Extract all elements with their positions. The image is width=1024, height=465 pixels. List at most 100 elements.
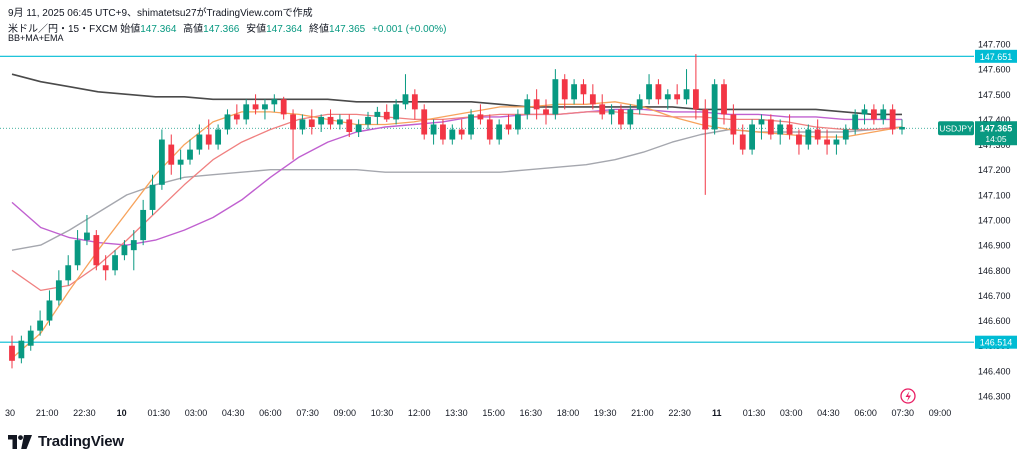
candle-body xyxy=(140,209,147,241)
candle-body xyxy=(233,114,240,120)
hline-price-tag xyxy=(975,49,1017,63)
candle-body xyxy=(552,79,559,115)
candle-body xyxy=(627,109,634,125)
hline-price-label: 147.651 xyxy=(980,52,1013,62)
candle-body xyxy=(599,104,606,115)
price-tick-label: 146.900 xyxy=(978,241,1011,251)
price-tick-label: 146.300 xyxy=(978,392,1011,402)
time-tick-label: 13:30 xyxy=(445,408,468,418)
candle-body xyxy=(130,240,137,251)
time-tick-label: 06:00 xyxy=(259,408,282,418)
time-tick-label: 03:00 xyxy=(780,408,803,418)
candle-body xyxy=(861,109,868,115)
time-tick-label: 12:00 xyxy=(408,408,431,418)
candle-body xyxy=(327,116,334,125)
candle-body xyxy=(833,139,840,145)
candle-body xyxy=(252,104,259,110)
open-value: 147.364 xyxy=(140,24,177,35)
price-tick-label: 147.700 xyxy=(978,40,1011,50)
hline-price-tag xyxy=(975,335,1017,349)
candle-body xyxy=(702,109,709,130)
low-value: 147.364 xyxy=(266,24,303,35)
candle-body xyxy=(84,232,90,241)
price-tick-label: 147.000 xyxy=(978,216,1011,226)
candle-body xyxy=(749,124,756,150)
high-label: 高値 xyxy=(183,24,204,35)
symbol-label[interactable]: 米ドル／円・15・FXCM xyxy=(8,24,118,35)
symbol-tag xyxy=(938,121,974,136)
price-tick-label: 146.600 xyxy=(978,316,1011,326)
candle-body xyxy=(383,111,390,120)
ema-line xyxy=(11,108,902,246)
candle-body xyxy=(711,84,718,130)
time-tick-label: 09:00 xyxy=(929,408,952,418)
candle-body xyxy=(196,134,203,150)
candle-body xyxy=(646,84,652,100)
candle-body xyxy=(870,109,877,120)
candle-body xyxy=(355,124,362,132)
symbol-tag-label: USDJPY xyxy=(939,124,973,134)
candle-body xyxy=(824,139,830,145)
candle-body xyxy=(336,119,343,125)
candle-body xyxy=(205,134,212,145)
change-value: +0.001 (+0.00%) xyxy=(371,24,447,35)
candle-body xyxy=(533,99,540,110)
candle-body xyxy=(468,114,474,135)
price-tick-label: 147.200 xyxy=(978,165,1011,175)
candles xyxy=(9,54,905,369)
time-tick-label: 07:30 xyxy=(892,408,915,418)
candle-body xyxy=(580,84,587,95)
candle-body xyxy=(374,111,381,117)
candle-body xyxy=(636,99,643,110)
candle-body xyxy=(421,109,428,135)
candle-body xyxy=(243,104,250,120)
time-tick-label: 01:30 xyxy=(743,408,766,418)
time-tick-label: 11 xyxy=(712,408,722,418)
candle-body xyxy=(318,116,325,125)
tradingview-logo[interactable]: TradingView xyxy=(8,433,124,450)
candle-body xyxy=(805,129,812,145)
time-tick-label: 10 xyxy=(117,408,127,418)
price-tick-label: 147.400 xyxy=(978,115,1011,125)
candle-body xyxy=(449,129,456,140)
replay-lightning-icon[interactable] xyxy=(900,388,916,404)
horizontal-lines[interactable] xyxy=(0,55,974,343)
candle-body xyxy=(889,109,896,130)
time-tick-label: 22:30 xyxy=(73,408,96,418)
hline-price-label: 146.514 xyxy=(980,338,1013,348)
indicators-label[interactable]: BB+MA+EMA xyxy=(8,33,64,43)
candle-body xyxy=(224,114,231,130)
candle-body xyxy=(589,94,596,105)
candle-body xyxy=(402,94,409,105)
time-tick-label: 21:00 xyxy=(631,408,654,418)
price-tick-label: 147.100 xyxy=(978,190,1011,200)
time-axis[interactable]: 30 21:00 22:30 10 01:30 03:00 04:30 06:00 07:30 0… xyxy=(5,408,951,418)
candle-body xyxy=(674,94,681,100)
candle-body xyxy=(112,255,118,271)
candle-body xyxy=(655,84,662,100)
candle-body xyxy=(664,94,671,100)
candle-body xyxy=(430,124,437,135)
candle-body xyxy=(121,245,128,256)
time-tick-label: 10:30 xyxy=(371,408,394,418)
candle-body xyxy=(477,114,484,120)
candle-body xyxy=(74,240,81,266)
candle-body xyxy=(308,119,315,127)
candle-body xyxy=(852,114,859,130)
candle-body xyxy=(177,159,184,165)
time-tick-label: 09:00 xyxy=(334,408,357,418)
candle-body xyxy=(505,124,512,130)
time-tick-label: 07:30 xyxy=(296,408,319,418)
price-tick-label: 147.600 xyxy=(978,65,1011,75)
candle-body xyxy=(721,84,727,115)
candle-body xyxy=(37,320,44,331)
candle-body xyxy=(796,134,802,145)
candle-body xyxy=(271,99,278,105)
candle-body xyxy=(777,124,784,135)
open-label: 始値 xyxy=(120,24,141,35)
candle-body xyxy=(102,265,109,271)
candle-body xyxy=(692,89,699,110)
candle-body xyxy=(758,119,765,125)
time-tick-label: 06:00 xyxy=(854,408,877,418)
